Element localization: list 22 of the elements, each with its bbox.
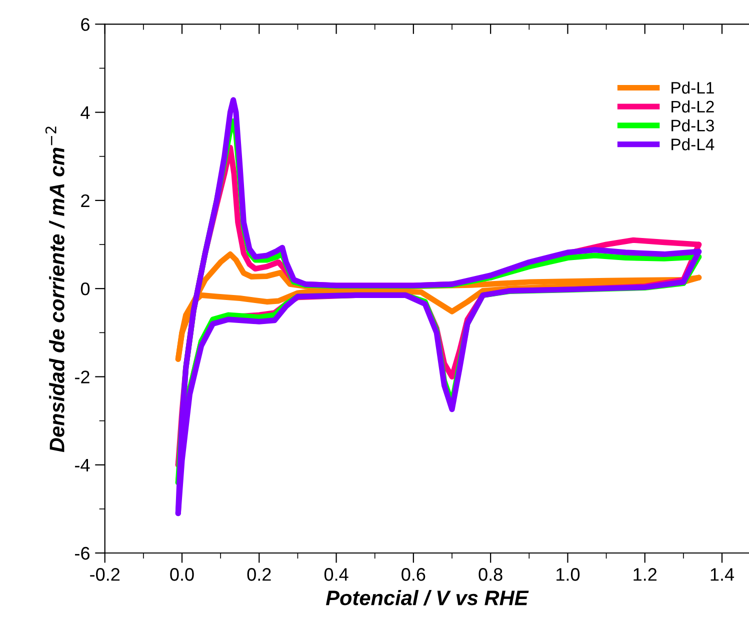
y-tick-label: -6 xyxy=(75,546,90,560)
x-tick-label: 0.8 xyxy=(478,568,502,581)
y-tick-label: 4 xyxy=(80,106,90,119)
y-axis-title: Densidad de corriente / mA cm$^{−2}$ xyxy=(45,126,65,452)
y-tick-label: 6 xyxy=(81,18,90,31)
x-tick-label: 0.2 xyxy=(247,568,271,581)
legend-label: Pd-L3 xyxy=(672,119,714,132)
x-tick-label: -0.2 xyxy=(90,568,120,581)
x-tick-label: 0.0 xyxy=(170,568,194,581)
y-tick-label: 0 xyxy=(80,282,90,296)
x-axis-title: Potencial / V vs RHE xyxy=(326,590,529,606)
legend-label: Pd-L2 xyxy=(672,100,714,113)
y-tick-label: -4 xyxy=(75,458,90,472)
y-tick-label: -2 xyxy=(75,370,90,384)
legend-label: Pd-L4 xyxy=(672,138,714,150)
x-tick-label: 1.0 xyxy=(556,568,580,581)
x-tick-label: 1.4 xyxy=(710,568,734,581)
y-tick-label: 2 xyxy=(81,194,90,207)
legend-label: Pd-L1 xyxy=(672,81,714,94)
x-tick-label: 1.2 xyxy=(634,568,656,581)
x-tick-label: 0.6 xyxy=(402,568,426,581)
x-tick-label: 0.4 xyxy=(324,568,348,581)
